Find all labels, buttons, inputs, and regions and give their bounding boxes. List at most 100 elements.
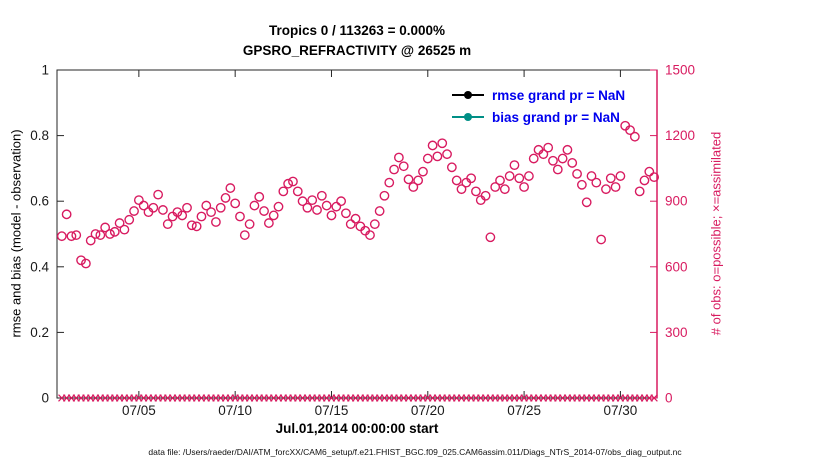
possible-obs-point bbox=[302, 202, 313, 213]
bias-dot-icon bbox=[464, 113, 472, 121]
possible-obs-point bbox=[543, 142, 554, 153]
possible-obs-point bbox=[615, 171, 626, 181]
possible-obs-point bbox=[625, 125, 635, 136]
possible-obs-point bbox=[398, 161, 409, 172]
legend: rmse grand pr = NaN bias grand pr = NaN bbox=[452, 84, 625, 128]
possible-obs-point bbox=[307, 195, 318, 206]
possible-obs-point bbox=[124, 214, 135, 225]
possible-obs-point bbox=[211, 217, 221, 227]
possible-obs-point bbox=[427, 140, 438, 151]
possible-obs-point bbox=[158, 205, 168, 215]
possible-obs-point bbox=[326, 210, 337, 221]
x-tick-label: 07/30 bbox=[604, 403, 638, 418]
possible-obs-point bbox=[466, 173, 477, 184]
possible-obs-point bbox=[133, 195, 144, 206]
possible-obs-point bbox=[432, 151, 443, 162]
possible-obs-point bbox=[422, 153, 433, 164]
possible-obs-point bbox=[586, 171, 597, 181]
possible-obs-point bbox=[95, 230, 106, 240]
possible-obs-point bbox=[471, 186, 481, 197]
right-y-tick-label: 1500 bbox=[665, 63, 695, 78]
possible-obs-point bbox=[480, 190, 491, 201]
possible-obs-point bbox=[235, 211, 245, 222]
possible-obs-point bbox=[312, 205, 322, 215]
rmse-marker-icon bbox=[452, 91, 484, 99]
possible-obs-point bbox=[109, 226, 120, 237]
possible-obs-point bbox=[105, 229, 115, 239]
left-y-tick-label: 0 bbox=[41, 391, 49, 406]
possible-obs-point bbox=[591, 177, 602, 188]
possible-obs-point bbox=[524, 171, 534, 181]
possible-obs-point bbox=[331, 201, 342, 212]
legend-label-bias: bias grand pr = NaN bbox=[492, 109, 620, 125]
x-tick-label: 07/05 bbox=[122, 403, 156, 418]
possible-obs-point bbox=[365, 230, 375, 240]
left-y-tick-label: 0.2 bbox=[30, 325, 49, 340]
possible-obs-point bbox=[345, 219, 356, 230]
right-y-tick-label: 300 bbox=[665, 325, 688, 340]
possible-obs-point bbox=[519, 182, 529, 192]
possible-obs-point bbox=[336, 196, 347, 207]
possible-obs-point bbox=[230, 198, 241, 209]
left-y-tick-label: 1 bbox=[41, 63, 49, 78]
possible-obs-point bbox=[350, 213, 361, 224]
possible-obs-point bbox=[596, 234, 607, 245]
possible-obs-point bbox=[263, 218, 274, 228]
possible-obs-point bbox=[369, 219, 380, 230]
possible-obs-point bbox=[138, 200, 149, 211]
possible-obs-point bbox=[191, 221, 202, 232]
possible-obs-point bbox=[446, 162, 457, 173]
possible-obs-point bbox=[85, 235, 96, 246]
legend-label-rmse: rmse grand pr = NaN bbox=[492, 87, 626, 103]
possible-obs-point bbox=[182, 202, 192, 213]
possible-obs-point bbox=[268, 210, 279, 221]
right-y-tick-label: 1200 bbox=[665, 128, 695, 143]
possible-obs-point bbox=[278, 186, 289, 197]
legend-item-bias[interactable]: bias grand pr = NaN bbox=[452, 106, 625, 128]
possible-obs-point bbox=[514, 173, 525, 184]
possible-obs-point bbox=[71, 230, 82, 240]
possible-obs-point bbox=[316, 190, 327, 201]
possible-obs-point bbox=[639, 175, 650, 186]
possible-obs-point bbox=[605, 173, 616, 184]
possible-obs-point bbox=[374, 206, 385, 216]
possible-obs-point bbox=[220, 193, 231, 203]
x-tick-label: 07/25 bbox=[507, 403, 541, 418]
possible-obs-point bbox=[581, 197, 592, 208]
possible-obs-point bbox=[418, 166, 428, 177]
possible-obs-point bbox=[413, 175, 424, 186]
left-y-tick-label: 0.6 bbox=[30, 194, 49, 209]
legend-item-rmse[interactable]: rmse grand pr = NaN bbox=[452, 84, 625, 106]
left-y-tick-label: 0.8 bbox=[30, 128, 49, 143]
right-y-tick-label: 600 bbox=[665, 259, 688, 274]
possible-obs-point bbox=[567, 158, 578, 168]
possible-obs-point bbox=[90, 229, 101, 239]
possible-obs-point bbox=[629, 131, 640, 142]
possible-obs-point bbox=[442, 149, 452, 160]
possible-obs-point bbox=[56, 231, 67, 242]
possible-obs-point bbox=[504, 171, 515, 181]
possible-obs-point bbox=[538, 149, 549, 160]
possible-obs-point bbox=[389, 164, 399, 175]
x-tick-label: 07/20 bbox=[411, 403, 445, 418]
possible-obs-point bbox=[297, 196, 308, 207]
possible-obs-point bbox=[273, 201, 284, 212]
possible-obs-point bbox=[509, 160, 520, 171]
possible-obs-point bbox=[153, 189, 164, 200]
possible-obs-point bbox=[408, 182, 419, 192]
possible-obs-point bbox=[225, 183, 236, 193]
chart-title-line1: Tropics 0 / 113263 = 0.000% bbox=[268, 23, 445, 38]
possible-obs-point bbox=[100, 222, 111, 233]
possible-obs-point bbox=[649, 172, 660, 183]
possible-obs-point bbox=[288, 176, 298, 187]
possible-obs-point bbox=[177, 210, 188, 221]
possible-obs-point bbox=[572, 168, 582, 179]
possible-obs-point bbox=[254, 191, 265, 202]
possible-obs-point bbox=[321, 200, 332, 211]
possible-obs-point bbox=[162, 219, 173, 230]
possible-obs-point bbox=[490, 182, 501, 192]
possible-obs-point bbox=[384, 177, 395, 188]
possible-obs-point bbox=[206, 207, 216, 218]
possible-obs-point bbox=[172, 207, 183, 218]
